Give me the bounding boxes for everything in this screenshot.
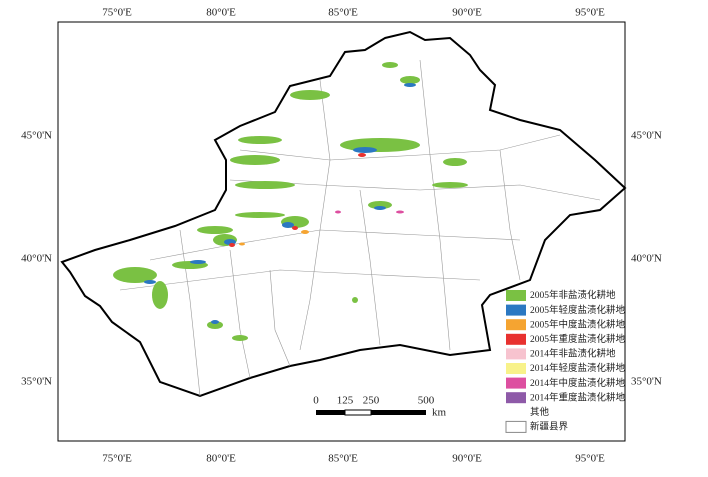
lat-label: 35°0'N [21,376,52,388]
scale-label: 125 [337,395,354,407]
scale-label: 0 [313,395,319,407]
legend-label: 2005年重度盐渍化耕地 [530,333,626,345]
legend-swatch [506,290,526,301]
lat-label: 40°0'N [631,253,662,265]
scale-label: 500 [418,395,435,407]
lon-label: 95°0'E [575,453,605,465]
lon-label: 80°0'E [206,7,236,19]
scale-label: 250 [363,395,380,407]
scale-segment [316,410,345,415]
legend-swatch [506,333,526,345]
lon-label: 85°0'E [328,7,358,19]
scale-unit: km [432,407,447,419]
lon-label: 75°0'E [102,453,132,465]
lat-label: 35°0'N [631,376,662,388]
legend-swatch [506,392,526,404]
legend-swatch [506,304,526,316]
lon-label: 90°0'E [452,7,482,19]
lat-label: 45°0'N [631,130,662,142]
lat-label: 40°0'N [21,253,52,265]
legend-label: 2014年非盐渍化耕地 [530,348,616,360]
lon-label: 90°0'E [452,453,482,465]
scale-segment [344,409,372,416]
legend-label: 2014年中度盐渍化耕地 [530,377,626,389]
legend-label: 2014年轻度盐渍化耕地 [530,362,626,374]
scale-segment [371,410,426,415]
legend-label: 2014年重度盐渍化耕地 [530,391,626,403]
legend-swatch [506,319,526,331]
legend-label: 2005年轻度盐渍化耕地 [530,304,626,316]
legend: 2005年非盐渍化耕地 2005年轻度盐渍化耕地 2005年中度盐渍化耕地 2005年… [505,289,626,433]
lon-label: 75°0'E [102,7,132,19]
legend-swatch [506,348,526,360]
legend-swatch [505,420,527,433]
lat-label: 45°0'N [21,130,52,142]
cropland-patches [113,62,468,341]
legend-swatch [506,377,526,389]
lon-label: 95°0'E [575,7,605,19]
legend-swatch [506,363,526,374]
county-borders [119,59,601,397]
legend-label: 2005年非盐渍化耕地 [530,289,616,301]
legend-label: 2005年中度盐渍化耕地 [530,318,626,330]
lon-label: 80°0'E [206,453,236,465]
lon-label: 85°0'E [328,453,358,465]
legend-label: 新疆县界 [530,421,569,433]
legend-label: 其他 [530,406,550,418]
